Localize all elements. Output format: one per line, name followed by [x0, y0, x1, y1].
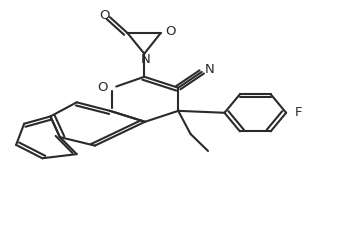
Text: N: N — [140, 53, 150, 65]
Text: O: O — [97, 81, 108, 94]
Text: O: O — [99, 9, 109, 22]
Text: O: O — [165, 25, 176, 38]
Text: N: N — [204, 63, 214, 76]
Text: F: F — [295, 106, 302, 119]
